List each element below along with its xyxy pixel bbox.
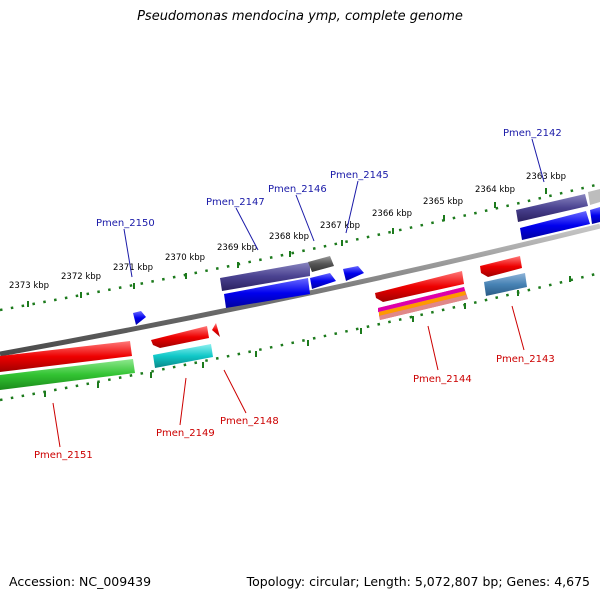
feature-cyan-1[interactable] — [153, 344, 213, 368]
feature-steel-1[interactable] — [484, 273, 527, 296]
gene-label-bottom[interactable]: Pmen_2149 — [156, 428, 215, 439]
scale-label: 2368 kbp — [269, 232, 309, 242]
feature-navy-1[interactable] — [220, 262, 310, 291]
scale-ticks-top — [27, 188, 547, 307]
feature-blue-2[interactable] — [310, 273, 336, 289]
scale-label: 2369 kbp — [217, 243, 257, 253]
genome-title: Pseudomonas mendocina ymp, complete geno… — [137, 9, 463, 24]
leader-lines-bottom — [52, 305, 525, 448]
feature-red-1[interactable] — [0, 341, 132, 372]
scale-ticks-bottom — [44, 276, 571, 397]
gene-label-top[interactable]: Pmen_2145 — [330, 170, 389, 181]
gene-label-top[interactable]: Pmen_2150 — [96, 218, 155, 229]
gene-label-bottom[interactable]: Pmen_2148 — [220, 416, 279, 427]
gene-label-top[interactable]: Pmen_2147 — [206, 197, 265, 208]
scale-label: 2372 kbp — [61, 272, 101, 282]
feature-red-4[interactable] — [375, 271, 464, 302]
topology-label: Topology: circular; Length: 5,072,807 bp… — [246, 574, 590, 589]
feature-blue-5[interactable] — [590, 207, 600, 224]
feature-multicolor[interactable] — [378, 287, 468, 320]
feature-navy-2[interactable] — [516, 194, 588, 222]
accession-label: Accession: NC_009439 — [9, 574, 152, 589]
feature-blue-3[interactable] — [343, 266, 364, 281]
gene-label-top[interactable]: Pmen_2142 — [503, 128, 562, 139]
scale-label: 2365 kbp — [423, 197, 463, 207]
gene-label-bottom[interactable]: Pmen_2143 — [496, 354, 555, 365]
feature-red-5[interactable] — [480, 256, 522, 277]
gene-label-top[interactable]: Pmen_2146 — [268, 184, 327, 195]
scale-label: 2366 kbp — [372, 209, 412, 219]
leader-lines-top — [123, 138, 545, 278]
feature-red-2[interactable] — [151, 326, 209, 348]
feature-grey-2[interactable] — [588, 189, 600, 205]
feature-red-3[interactable] — [212, 323, 220, 337]
scale-label: 2370 kbp — [165, 253, 205, 263]
scale-label: 2373 kbp — [9, 281, 49, 291]
scale-label: 2371 kbp — [113, 263, 153, 273]
scale-label: 2367 kbp — [320, 221, 360, 231]
feature-blue-4[interactable] — [520, 211, 590, 240]
feature-blue-1[interactable] — [224, 278, 310, 308]
feature-green-1[interactable] — [0, 359, 135, 390]
scale-label: 2363 kbp — [526, 172, 566, 182]
feature-blue-small[interactable] — [133, 311, 146, 325]
scale-label: 2364 kbp — [475, 185, 515, 195]
gene-label-bottom[interactable]: Pmen_2144 — [413, 374, 472, 385]
gene-label-bottom[interactable]: Pmen_2151 — [34, 450, 93, 461]
feature-grey-1[interactable] — [308, 256, 334, 272]
